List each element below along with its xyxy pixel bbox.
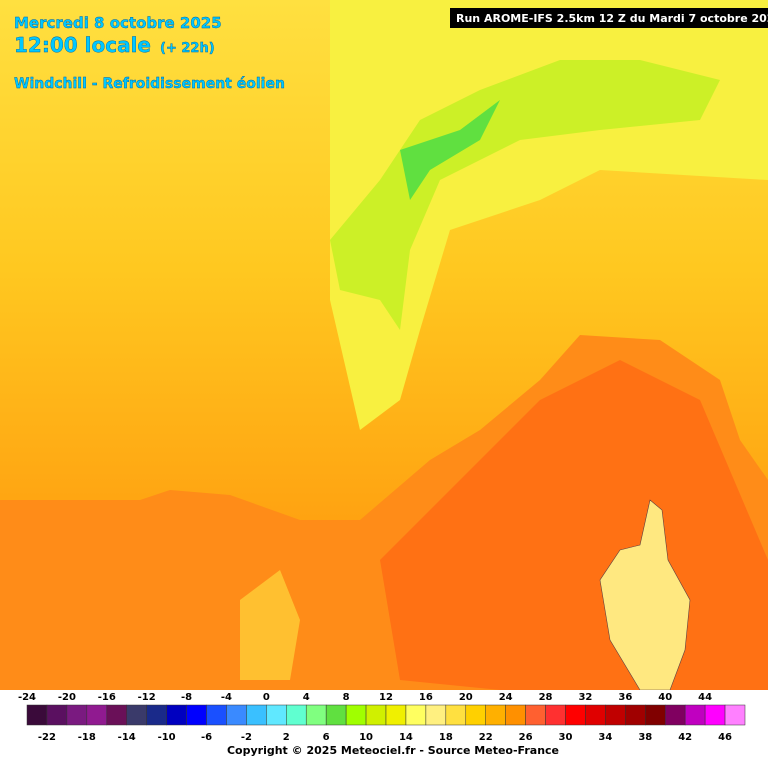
scale-label: 22 (479, 732, 493, 743)
scale-cell (146, 704, 167, 726)
time: 12:00 locale (14, 33, 151, 57)
scale-cell (206, 704, 227, 726)
scale-cell (186, 704, 207, 726)
scale-cell (226, 704, 247, 726)
scale-label: 0 (263, 692, 270, 703)
scale-label: 8 (343, 692, 350, 703)
scale-cell (286, 704, 307, 726)
date: Mercredi 8 octobre 2025 (14, 14, 222, 32)
scale-label: -22 (38, 732, 56, 743)
alps-high (330, 60, 720, 330)
scale-label: -12 (138, 692, 156, 703)
scale-cell (166, 704, 187, 726)
scale-label: -6 (201, 732, 212, 743)
scale-cell (724, 704, 746, 726)
scale-label: -4 (221, 692, 232, 703)
color-scale: -24-22-20-18-16-14-12-10-8-6-4-202468101… (18, 692, 746, 743)
scale-label: 46 (718, 732, 732, 743)
scale-label: 26 (519, 732, 533, 743)
scale-cell (325, 704, 347, 726)
scale-label: 20 (459, 692, 473, 703)
scale-label: 14 (399, 732, 413, 743)
scale-label: -16 (98, 692, 116, 703)
scale-cell (305, 704, 327, 726)
alps-peaks (400, 100, 500, 200)
scale-label: -14 (118, 732, 136, 743)
scale-label: 12 (379, 692, 393, 703)
parameter: Windchill - Refroidissement éolien (14, 76, 285, 92)
scale-label: 2 (283, 732, 290, 743)
run-info: Run AROME-IFS 2.5km 12 Z du Mardi 7 octo… (456, 12, 768, 25)
scale-cell (405, 704, 427, 726)
scale-cell (385, 704, 407, 726)
scale-cell (46, 704, 68, 726)
scale-label: 36 (618, 692, 632, 703)
scale-cell (246, 704, 267, 726)
scale-cell (585, 704, 606, 726)
scale-cell (565, 704, 586, 726)
lead: (+ 22h) (160, 41, 215, 56)
run-banner (450, 8, 768, 28)
copyright: Copyright © 2025 Meteociel.fr - Source M… (227, 744, 559, 757)
scale-label: 42 (678, 732, 692, 743)
scale-label: 28 (539, 692, 553, 703)
scale-label: 44 (698, 692, 712, 703)
scale-cell (26, 704, 48, 726)
scale-label: -2 (241, 732, 252, 743)
scale-cell (664, 704, 686, 726)
scale-cell (645, 704, 666, 726)
scale-cell (605, 704, 626, 726)
legend-panel (0, 690, 768, 768)
scale-label: -18 (78, 732, 96, 743)
sea-cool (240, 570, 300, 680)
scale-cell (465, 704, 486, 726)
scale-cell (86, 704, 108, 726)
scale-label: -20 (58, 692, 76, 703)
scale-cell (485, 704, 506, 726)
scale-cell (106, 704, 127, 726)
scale-cell (365, 704, 387, 726)
scale-cell (66, 704, 88, 726)
scale-cell (345, 704, 367, 726)
scale-cell (525, 704, 546, 726)
scale-cell (425, 704, 447, 726)
scale-label: -8 (181, 692, 192, 703)
scale-label: 38 (638, 732, 652, 743)
scale-cell (126, 704, 147, 726)
scale-label: 16 (419, 692, 433, 703)
scale-label: -24 (18, 692, 36, 703)
scale-label: 32 (578, 692, 592, 703)
scale-label: -10 (158, 732, 176, 743)
scale-label: 10 (359, 732, 373, 743)
scale-cell (625, 704, 646, 726)
scale-label: 40 (658, 692, 672, 703)
scale-cell (445, 704, 467, 726)
scale-cell (684, 704, 706, 726)
scale-label: 30 (559, 732, 573, 743)
scale-cell (704, 704, 726, 726)
scale-label: 4 (303, 692, 310, 703)
scale-label: 34 (598, 732, 612, 743)
scale-cell (545, 704, 566, 726)
scale-cell (266, 704, 287, 726)
scale-label: 24 (499, 692, 513, 703)
scale-label: 6 (323, 732, 330, 743)
scale-cell (505, 704, 526, 726)
scale-label: 18 (439, 732, 453, 743)
